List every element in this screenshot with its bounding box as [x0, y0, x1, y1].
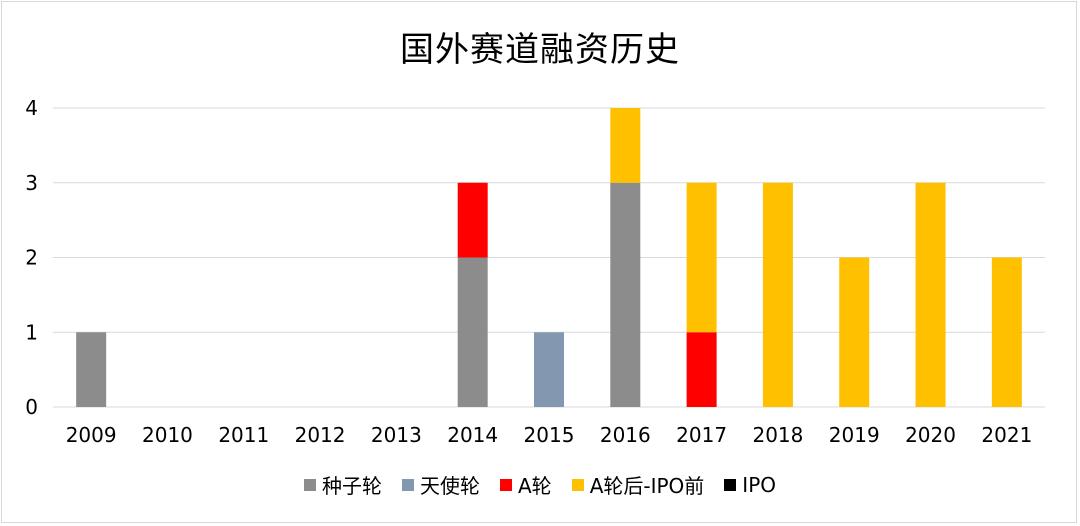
x-tick-label: 2011 [218, 423, 269, 447]
legend-swatch [304, 478, 316, 491]
bar-segment [915, 182, 946, 407]
y-tick-label: 0 [25, 395, 38, 419]
legend-item: 天使轮 [402, 470, 480, 499]
x-tick-label: 2020 [905, 423, 956, 447]
x-tick-label: 2021 [981, 423, 1032, 447]
y-tick-label: 2 [25, 246, 38, 270]
bar-segment [457, 257, 488, 407]
x-tick-label: 2016 [600, 423, 651, 447]
bar-segment [76, 332, 107, 407]
legend-label: A轮后-IPO前 [589, 474, 705, 498]
legend-label: A轮 [518, 474, 552, 498]
legend-label: 种子轮 [322, 474, 382, 498]
legend-swatch [571, 478, 584, 491]
y-tick-label: 3 [25, 171, 38, 195]
x-tick-label: 2013 [371, 423, 422, 447]
legend-item: A轮后-IPO前 [571, 470, 705, 499]
bar-segment [610, 108, 641, 183]
legend-item: A轮 [500, 470, 552, 499]
legend-label: IPO [742, 472, 776, 497]
bar-segment [534, 332, 564, 407]
x-tick-label: 2017 [676, 423, 727, 447]
x-tick-label: 2012 [295, 423, 346, 447]
bar-segment [686, 332, 717, 407]
legend-item: IPO [724, 473, 776, 497]
legend-swatch [500, 478, 512, 491]
y-tick-label: 4 [25, 96, 38, 120]
legend-label: 天使轮 [420, 474, 480, 498]
x-tick-label: 2010 [142, 423, 193, 447]
legend-swatch [724, 478, 737, 491]
x-tick-label: 2018 [752, 423, 803, 447]
bar-segment [686, 182, 717, 333]
legend-swatch [402, 478, 414, 491]
x-tick-label: 2014 [447, 423, 498, 447]
bar-segment [762, 182, 793, 407]
x-tick-label: 2015 [524, 423, 575, 447]
chart-legend: 种子轮 天使轮 A轮 A轮后-IPO前 IPO [0, 470, 1080, 499]
bar-segment [457, 182, 488, 258]
chart-title: 国外赛道融资历史 [400, 30, 680, 70]
x-tick-label: 2009 [66, 423, 117, 447]
y-tick-label: 1 [25, 320, 38, 344]
bar-segment [839, 257, 870, 407]
bar-segment [991, 257, 1022, 407]
legend-item: 种子轮 [304, 470, 382, 499]
x-tick-label: 2019 [829, 423, 880, 447]
bar-segment [610, 182, 641, 407]
